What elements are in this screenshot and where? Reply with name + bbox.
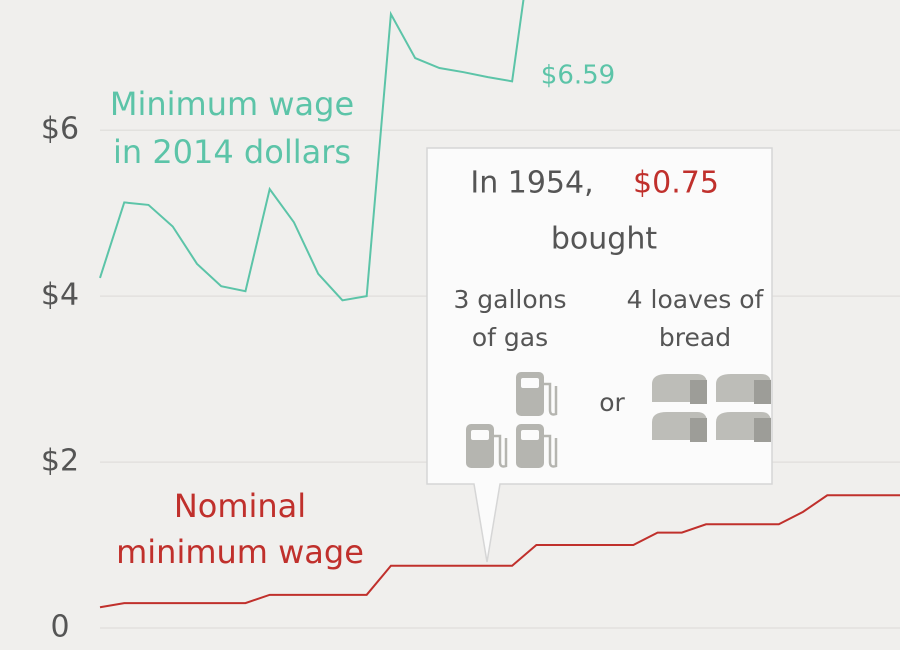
- y-tick-label: 0: [50, 610, 69, 645]
- line: [99, 494, 900, 609]
- series-label: Minimum wage: [110, 85, 354, 123]
- callout-box: [426, 147, 773, 563]
- annotation: $6.59: [541, 61, 615, 91]
- callout-year: In 1954,: [470, 166, 593, 201]
- bread-icons: [652, 374, 771, 442]
- y-tick-label: $4: [41, 278, 79, 313]
- plot-area: [99, 0, 900, 609]
- series-label: minimum wage: [116, 533, 364, 571]
- callout-price: $0.75: [633, 166, 719, 201]
- series-label: in 2014 dollars: [113, 133, 351, 171]
- series-label: Nominal: [174, 487, 306, 525]
- line: [99, 0, 525, 302]
- callout: In 1954, $0.75 bought 3 gallons of gas 4…: [426, 147, 773, 563]
- callout-right: bread: [659, 323, 731, 352]
- callout-verb: bought: [551, 222, 657, 257]
- callout-left: 3 gallons: [453, 285, 566, 314]
- y-tick-label: $2: [41, 444, 79, 479]
- callout-or: or: [599, 388, 625, 417]
- callout-left: of gas: [472, 323, 548, 352]
- gas-icons: [466, 372, 558, 468]
- callout-right: 4 loaves of: [627, 285, 765, 314]
- y-tick-label: $6: [41, 112, 79, 147]
